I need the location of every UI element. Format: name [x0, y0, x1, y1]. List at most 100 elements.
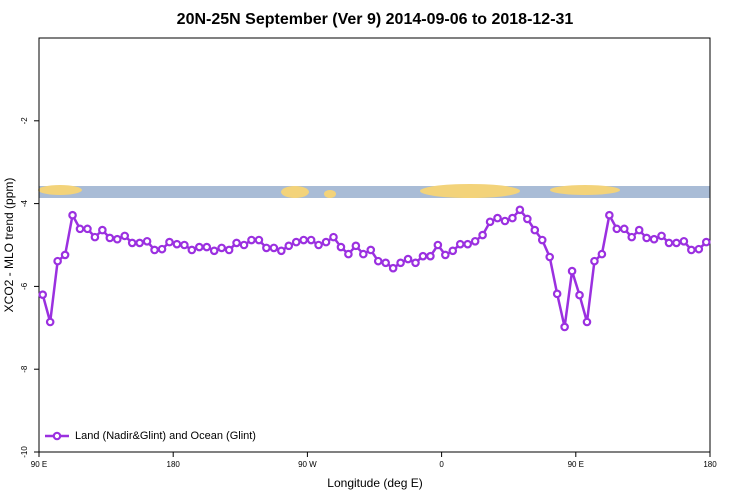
- data-point: [634, 225, 644, 235]
- data-point: [701, 237, 711, 247]
- y-tick-label: -6: [20, 282, 29, 290]
- data-point: [194, 242, 204, 252]
- data-point: [60, 250, 70, 260]
- series-line: [41, 207, 708, 328]
- data-point: [575, 290, 584, 300]
- data-point: [157, 244, 167, 254]
- data-point: [112, 234, 122, 244]
- data-point: [90, 232, 100, 242]
- data-point: [470, 236, 480, 246]
- data-point: [396, 258, 405, 268]
- data-point: [53, 256, 62, 266]
- x-tick-label: 90 E: [31, 460, 47, 469]
- data-point: [284, 241, 294, 251]
- data-point: [83, 224, 92, 234]
- data-point: [381, 258, 390, 268]
- data-point: [359, 249, 368, 259]
- data-point: [433, 240, 443, 250]
- data-point: [523, 214, 532, 224]
- data-point: [172, 239, 182, 249]
- data-point: [664, 238, 674, 248]
- y-axis-label: XCO2 - MLO trend (ppm): [2, 178, 16, 313]
- data-point: [418, 251, 428, 261]
- data-point: [366, 245, 376, 255]
- data-point: [515, 205, 525, 215]
- data-point: [329, 232, 338, 242]
- data-point: [597, 249, 607, 259]
- plot-frame: [38, 37, 711, 453]
- data-point: [269, 243, 279, 253]
- data-point: [98, 225, 107, 235]
- data-point: [657, 231, 666, 241]
- data-point: [627, 232, 637, 242]
- data-point: [321, 237, 331, 247]
- data-point: [411, 258, 420, 268]
- data-point: [306, 235, 316, 245]
- y-tick-label: -10: [20, 446, 29, 458]
- x-tick-label: 90 E: [568, 460, 584, 469]
- data-point: [187, 245, 197, 255]
- data-point: [679, 236, 689, 246]
- data-point: [224, 245, 234, 255]
- x-tick-label: 90 W: [298, 460, 317, 469]
- legend-label: Land (Nadir&Glint) and Ocean (Glint): [75, 430, 256, 442]
- y-tick-label: -8: [20, 365, 29, 373]
- data-point: [463, 239, 472, 249]
- data-point: [232, 238, 241, 248]
- data-point: [672, 238, 681, 248]
- x-axis-label: Longitude (deg E): [327, 476, 422, 490]
- chart-title: 20N-25N September (Ver 9) 2014-09-06 to …: [177, 11, 574, 28]
- data-point: [202, 242, 212, 252]
- data-point: [351, 241, 361, 251]
- data-point: [649, 234, 659, 244]
- data-point: [455, 239, 465, 249]
- data-point: [247, 235, 256, 245]
- data-point: [619, 224, 629, 234]
- data-point: [485, 217, 495, 227]
- data-point: [150, 245, 159, 255]
- data-point: [277, 246, 286, 256]
- data-point: [530, 225, 540, 235]
- data-point: [537, 235, 547, 245]
- data-point: [142, 236, 152, 246]
- data-point: [493, 213, 502, 223]
- data-point: [590, 256, 599, 266]
- data-point: [75, 224, 85, 234]
- x-tick-label: 180: [167, 460, 181, 469]
- data-point: [560, 322, 569, 332]
- data-point: [388, 263, 398, 273]
- data-point: [299, 235, 308, 245]
- data-point: [612, 224, 622, 234]
- data-point: [254, 235, 264, 245]
- data-point: [448, 246, 458, 256]
- data-point: [545, 252, 555, 262]
- data-point: [567, 266, 577, 276]
- data-point: [687, 245, 696, 255]
- data-point: [135, 238, 144, 248]
- map-strip: [38, 184, 710, 198]
- data-point: [120, 231, 130, 241]
- data-point: [262, 243, 271, 253]
- data-point: [478, 230, 487, 240]
- x-tick-label: 0: [439, 460, 444, 469]
- data-point: [217, 243, 226, 253]
- data-point: [552, 289, 562, 299]
- data-point: [239, 240, 249, 250]
- data-point: [105, 233, 115, 243]
- data-point: [403, 254, 413, 264]
- data-point: [45, 317, 55, 327]
- data-point: [68, 210, 77, 220]
- data-point: [209, 246, 219, 256]
- y-tick-label: -4: [20, 199, 29, 207]
- data-point: [127, 238, 137, 248]
- data-point: [165, 237, 174, 247]
- data-point: [694, 244, 704, 254]
- data-point: [38, 290, 48, 299]
- x-tick-label: 180: [703, 460, 717, 469]
- data-point: [314, 240, 323, 250]
- data-point: [344, 249, 353, 259]
- data-point: [291, 237, 301, 247]
- data-point: [508, 213, 517, 223]
- data-point: [426, 251, 435, 261]
